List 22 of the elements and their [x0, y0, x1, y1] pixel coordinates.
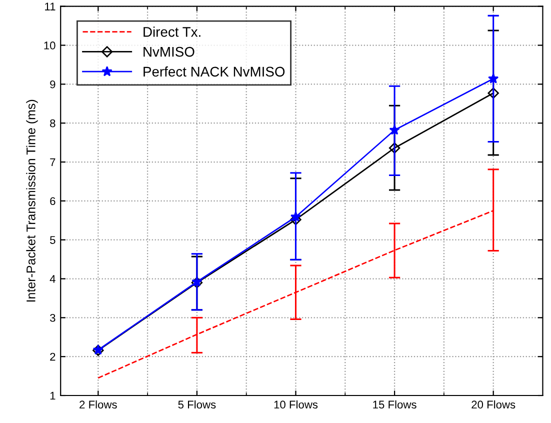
- x-tick-label: 20 Flows: [472, 400, 516, 409]
- y-tick-label: 6: [50, 197, 56, 206]
- y-tick-label: 11: [45, 2, 56, 10]
- y-tick-label: 3: [50, 314, 56, 322]
- x-tick-label: 15 Flows: [373, 400, 416, 409]
- y-tick-label: 1: [50, 392, 56, 400]
- y-tick-label: 8: [50, 119, 56, 128]
- legend-label: Perfect NACK NvMISO: [144, 66, 285, 77]
- y-tick-label: 9: [50, 80, 56, 88]
- y-axis-title: Inter-Packet Transmission Time (ms): [26, 100, 38, 302]
- y-tick-label: 2: [50, 352, 56, 361]
- x-tick-label: 2 Flows: [80, 400, 117, 409]
- point: [488, 88, 499, 99]
- legend-label: NvMISO: [144, 46, 194, 57]
- y-tick-label: 7: [50, 158, 56, 166]
- y-tick-label: 5: [50, 236, 56, 244]
- legend-label: Direct Tx.: [144, 26, 200, 37]
- x-tick-label: 10 Flows: [274, 400, 318, 409]
- y-tick-label: 10: [44, 42, 56, 50]
- point: [388, 142, 400, 154]
- x-tick-label: 5 Flows: [178, 400, 216, 409]
- y-tick-label: 4: [50, 275, 56, 283]
